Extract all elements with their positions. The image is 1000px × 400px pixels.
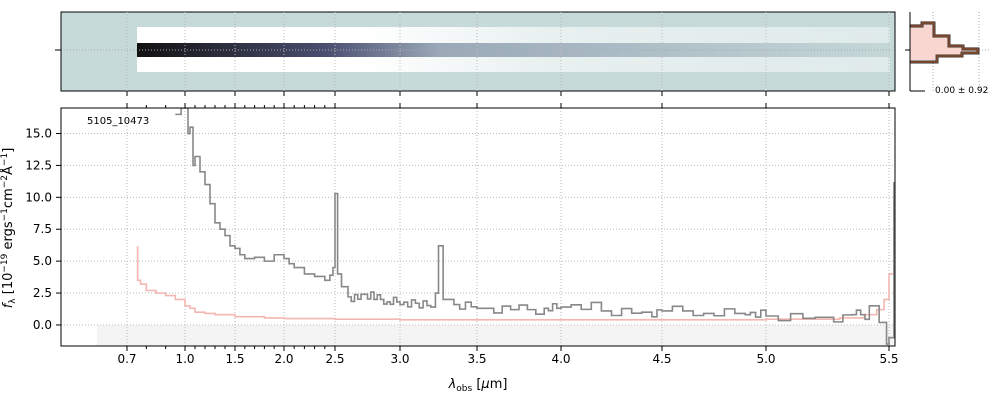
x-tick-label: 1.0 xyxy=(175,352,194,366)
x-axis-label: λobs [μm] xyxy=(448,377,508,394)
x-tick-label: 4.5 xyxy=(652,352,671,366)
hist-line xyxy=(910,22,979,63)
x-tick-label: 3.5 xyxy=(467,352,486,366)
hist-stat-label: 0.00 ± 0.92 xyxy=(935,86,988,96)
histogram-panel: 0.00 ± 0.92 xyxy=(905,12,990,96)
x-tick-label: 5.5 xyxy=(879,352,898,366)
spectrum-panel: 0.7 1.0 1.5 2.0 2.5 3.0 3.5 4.0 4.5 5.0 5.5 0.0 2.5 5… xyxy=(0,12,899,394)
x-tick-label: 0.7 xyxy=(117,352,136,366)
x-tick-label: 4.0 xyxy=(551,352,570,366)
y-tick-label: 5.0 xyxy=(33,254,52,268)
x-tick-label: 5.0 xyxy=(756,352,775,366)
y-tick-label: 12.5 xyxy=(25,158,52,172)
y-tick-label: 10.0 xyxy=(25,190,52,204)
zero-band xyxy=(97,325,895,346)
x-tick-label: 2.0 xyxy=(274,352,293,366)
x-tick-label: 2.5 xyxy=(325,352,344,366)
y-axis-label: fλ [10−19 ergs−1cm−2Å−1] xyxy=(0,148,18,309)
plot-frame xyxy=(60,107,896,347)
y-tick-label: 0.0 xyxy=(33,318,52,332)
x-tick-label: 1.5 xyxy=(225,352,244,366)
flux-series xyxy=(175,108,895,345)
y-tick-label: 15.0 xyxy=(25,127,52,141)
x-tick-label: 3.0 xyxy=(390,352,409,366)
object-id-label: 5105_10473 xyxy=(87,116,149,127)
y-tick-label: 2.5 xyxy=(33,286,52,300)
2d-frame xyxy=(60,11,896,92)
2d-spectrum-panel xyxy=(55,11,896,92)
y-tick-label: 7.5 xyxy=(33,222,52,236)
2d-trace xyxy=(137,43,890,57)
